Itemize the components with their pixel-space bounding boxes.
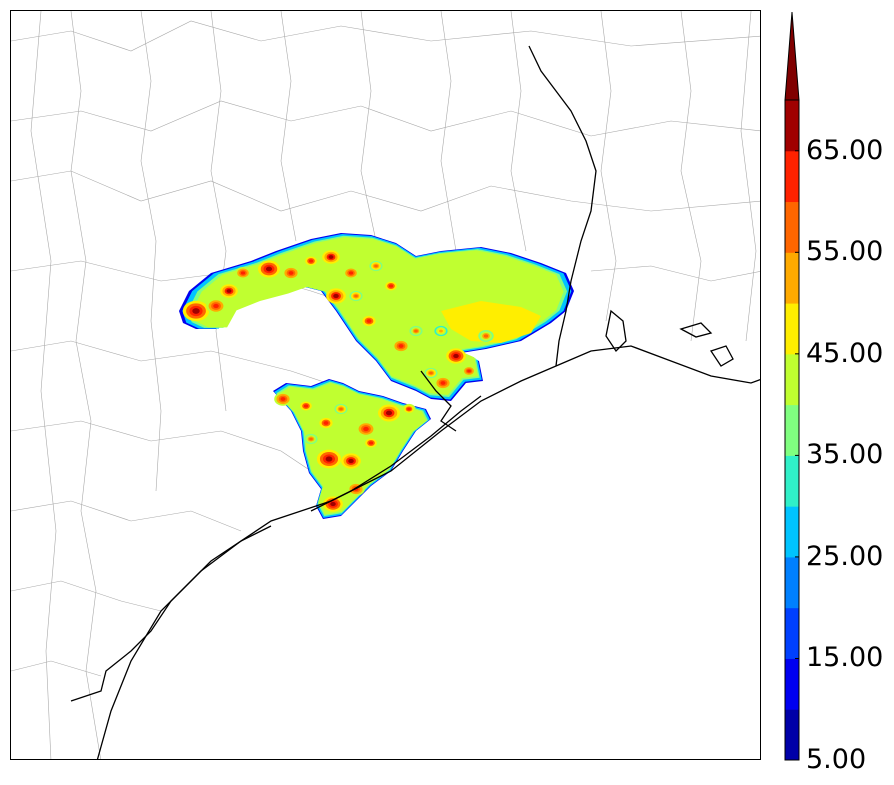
- county-line: [70, 11, 101, 759]
- county-line: [11, 580, 162, 612]
- precip-hotspot: [414, 329, 418, 333]
- colorbar-tick-label: 25.00: [806, 540, 884, 572]
- precip-hotspot: [308, 259, 314, 263]
- map-panel: [10, 10, 761, 760]
- county-line: [11, 170, 760, 212]
- county-line: [740, 11, 757, 342]
- colorbar-swatch: [785, 150, 799, 203]
- precip-hotspot: [453, 353, 459, 359]
- precip-hotspot: [323, 421, 329, 425]
- precip-hotspot: [363, 426, 369, 432]
- colorbar-tick-label: 5.00: [806, 744, 867, 775]
- precip-hotspot: [330, 501, 336, 507]
- precipitation-field: [179, 233, 574, 519]
- lake-outline: [605, 309, 627, 353]
- county-line: [510, 11, 527, 252]
- colorbar-swatch: [785, 252, 799, 304]
- colorbar-swatch: [785, 201, 799, 253]
- coastline: [70, 45, 760, 759]
- lake-outline: [709, 345, 734, 367]
- precip-hotspot: [339, 407, 343, 411]
- precip-hotspot: [226, 289, 232, 293]
- colorbar-extend-arrow: [784, 11, 800, 101]
- precip-hotspot: [354, 294, 358, 298]
- colorbar-swatch: [785, 506, 799, 558]
- precip-hotspot: [240, 271, 246, 275]
- county-line: [590, 265, 760, 282]
- county-boundaries: [11, 11, 760, 759]
- precip-hotspot: [374, 264, 378, 268]
- precip-hotspot: [325, 456, 333, 462]
- precip-hotspot: [348, 271, 354, 275]
- colorbar-tick-label: 45.00: [806, 337, 884, 369]
- coastline-main: [96, 345, 760, 759]
- colorbar-tick-label: 65.00: [806, 134, 884, 166]
- precip-hotspot: [348, 458, 354, 464]
- precip-hotspot: [280, 397, 286, 401]
- colorbar-swatch: [785, 455, 799, 507]
- precip-hotspot: [429, 371, 433, 375]
- precip-hotspot: [439, 329, 443, 333]
- bay-shoreline: [420, 370, 457, 432]
- colorbar-tick-label: 55.00: [806, 236, 884, 268]
- marsh-outline: [679, 322, 713, 338]
- colorbar-swatch: [785, 709, 799, 761]
- county-line: [600, 11, 617, 322]
- colorbar-swatch: [785, 658, 799, 710]
- state-border-river: [528, 45, 597, 367]
- county-line: [440, 11, 457, 252]
- county-line: [11, 340, 352, 392]
- precip-hotspot: [265, 266, 273, 272]
- precip-hotspot: [213, 303, 219, 309]
- precip-hotspot: [333, 293, 339, 299]
- county-line: [11, 20, 760, 52]
- county-line: [360, 11, 377, 242]
- barrier-island: [310, 395, 482, 512]
- precip-hotspot: [388, 284, 394, 288]
- county-line: [11, 260, 372, 312]
- colorbar-swatches: [784, 11, 800, 761]
- county-line: [11, 420, 312, 472]
- precip-hotspot: [483, 334, 489, 338]
- county-line: [280, 11, 297, 242]
- colorbar-tick-label: 35.00: [806, 439, 884, 471]
- precip-hotspot: [192, 308, 200, 314]
- colorbar-swatch: [785, 607, 799, 659]
- map-canvas: [11, 11, 760, 759]
- precip-hotspot: [366, 319, 372, 323]
- county-line: [30, 11, 57, 759]
- precip-hotspot: [440, 381, 446, 385]
- county-line: [11, 100, 760, 137]
- colorbar-outline: [784, 99, 800, 761]
- precip-hotspot: [385, 410, 393, 416]
- precip-hotspot: [288, 271, 294, 275]
- precip-contour-region: [441, 301, 541, 343]
- bay-shoreline: [70, 525, 272, 702]
- colorbar-swatch: [785, 303, 799, 355]
- colorbar: 5.00 15.00 25.00 35.00 45.00 55.00 65.00: [784, 10, 894, 775]
- county-line: [11, 660, 102, 677]
- colorbar-swatch: [785, 353, 799, 406]
- county-line: [210, 11, 227, 412]
- colorbar-swatch: [785, 100, 799, 152]
- precip-hotspot: [309, 437, 313, 441]
- precip-hotspot: [328, 255, 334, 259]
- county-line: [11, 500, 242, 532]
- precip-hotspot: [467, 369, 471, 373]
- county-line: [680, 11, 702, 342]
- precip-hotspot: [398, 344, 404, 348]
- precip-hotspot: [303, 404, 309, 408]
- precip-hotspot: [407, 407, 411, 411]
- colorbar-swatch: [785, 404, 799, 456]
- colorbar-swatch: [785, 556, 799, 609]
- colorbar-tick-label: 15.00: [806, 642, 884, 674]
- precip-hotspot: [368, 441, 374, 445]
- county-line: [140, 11, 162, 492]
